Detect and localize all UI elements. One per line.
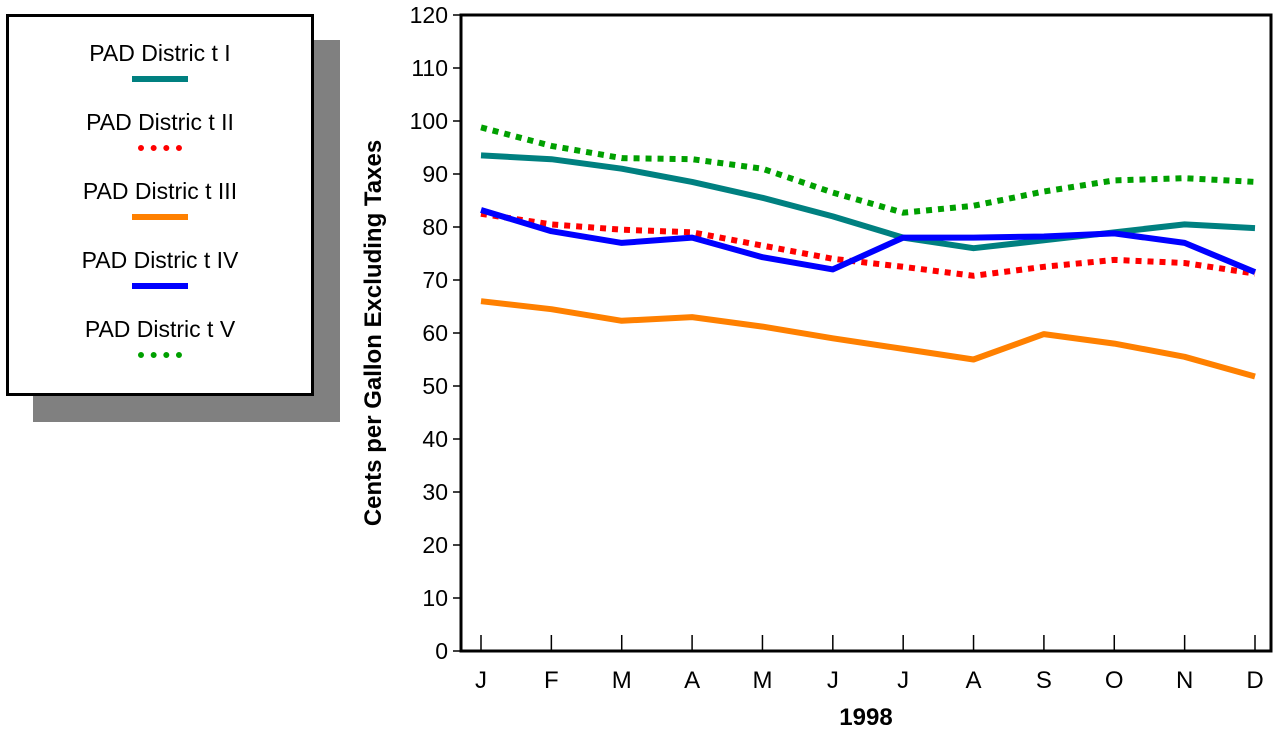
legend-item: PAD Distric t V: [9, 316, 311, 358]
y-tick-label: 20: [422, 532, 448, 558]
y-tick-label: 30: [422, 479, 448, 505]
legend-item: PAD Distric t IV: [9, 247, 311, 289]
y-axis: 0 10 20 30 40 50 60 70 80 90 100 110 120: [410, 2, 461, 664]
y-tick-label: 40: [422, 426, 448, 452]
x-tick-label: F: [544, 667, 559, 694]
y-tick-label: 100: [410, 108, 448, 134]
legend-swatch: [138, 352, 182, 358]
legend-item: PAD Distric t I: [9, 40, 311, 82]
x-tick-label: M: [612, 667, 632, 694]
x-tick-label: N: [1176, 667, 1193, 694]
series-line: [480, 152, 1256, 252]
legend-label: PAD Distric t I: [89, 40, 231, 66]
series-line: [480, 207, 1257, 275]
legend-label: PAD Distric t IV: [81, 247, 239, 273]
y-tick-label: 0: [435, 638, 448, 664]
x-tick-label: D: [1246, 667, 1263, 694]
legend-label: PAD Distric t III: [82, 178, 238, 204]
x-tick-label: M: [752, 667, 772, 694]
series-lines: [480, 124, 1257, 380]
plot-area-frame: [459, 13, 1273, 653]
y-tick-label: 10: [422, 585, 448, 611]
legend-swatch: [138, 145, 182, 151]
x-tick-label: J: [475, 667, 487, 694]
y-axis-label: Cents per Gallon Excluding Taxes: [360, 140, 387, 526]
legend-label: PAD Distric t V: [84, 316, 236, 342]
y-tick-label: 50: [422, 373, 448, 399]
series-line: [480, 298, 1256, 380]
legend-swatch: [132, 76, 188, 82]
x-axis-label: 1998: [839, 704, 892, 731]
x-tick-label: A: [966, 667, 982, 694]
x-tick-label: S: [1036, 667, 1052, 694]
x-tick-label: O: [1105, 667, 1124, 694]
legend-swatch: [132, 283, 188, 289]
x-tick-label: J: [827, 667, 839, 694]
x-tick-label: A: [684, 667, 700, 694]
legend-item: PAD Distric t III: [9, 178, 311, 220]
y-tick-label: 70: [422, 267, 448, 293]
legend-item: PAD Distric t II: [9, 109, 311, 151]
series-line: [480, 124, 1256, 216]
y-tick-label: 110: [411, 55, 448, 81]
legend-swatch: [132, 214, 188, 220]
y-tick-label: 90: [422, 161, 448, 187]
y-tick-label: 80: [422, 214, 448, 240]
legend-label: PAD Distric t II: [86, 109, 234, 135]
legend: PAD Distric t I PAD Distric t II PAD Dis…: [6, 14, 314, 396]
series-line: [480, 210, 1256, 279]
y-tick-label: 60: [422, 320, 448, 346]
x-tick-label: J: [897, 667, 909, 694]
y-tick-label: 120: [410, 2, 448, 28]
